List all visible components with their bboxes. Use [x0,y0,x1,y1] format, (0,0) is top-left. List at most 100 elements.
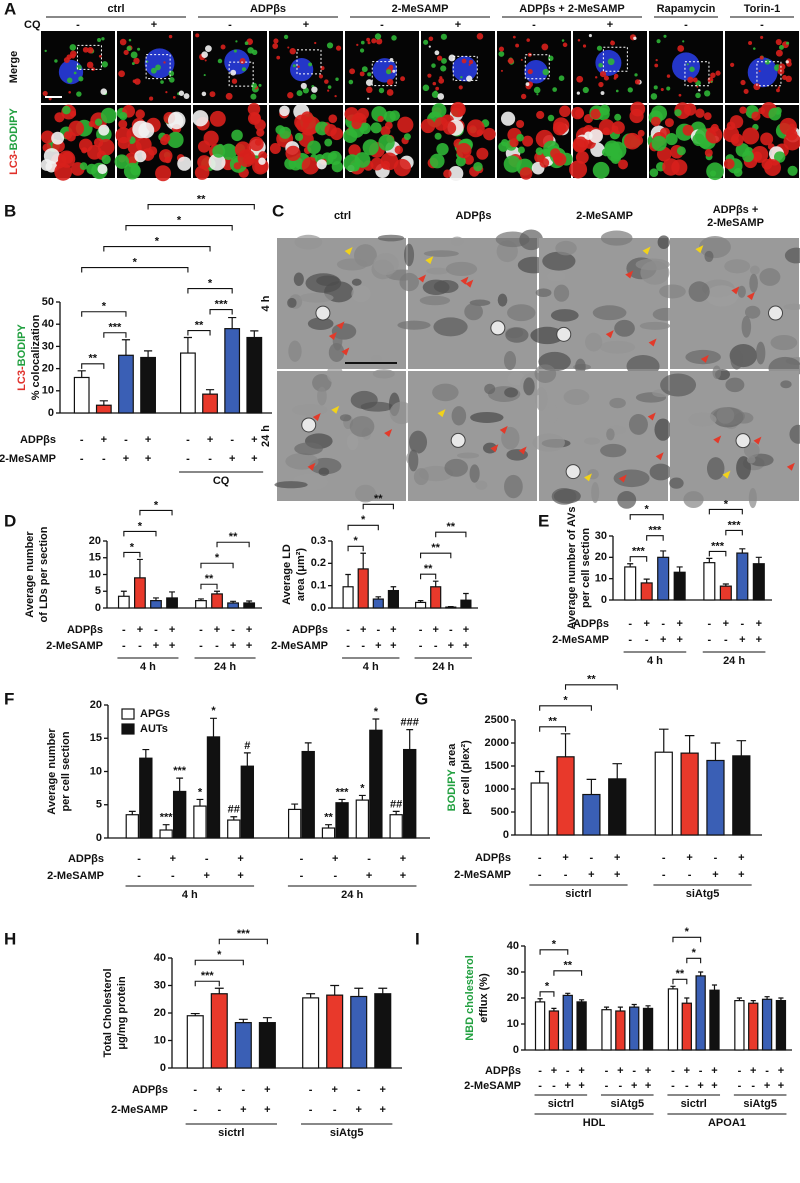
texture [349,415,375,437]
error-bar [306,993,316,998]
bar [287,808,302,839]
signal [149,96,154,101]
signal [561,39,565,42]
lipid-droplet [735,433,751,449]
bar [642,1007,654,1051]
condition-mark: + [137,624,143,636]
error-bar [551,1007,557,1011]
texture [377,234,405,242]
signal [582,44,587,48]
inset-box [756,61,782,87]
signal [633,36,637,40]
bar [615,1010,626,1051]
signal [366,37,371,42]
texture [704,250,714,263]
signal [45,160,58,173]
y-tick-label: 0.3 [311,535,326,547]
signal [388,64,394,70]
signal [197,140,211,153]
column-header: 2-MeSAMP [392,3,449,15]
row-label-part: Merge [8,51,20,83]
group-label: sictrl [565,888,591,900]
signal [349,68,356,75]
significance-label: * [208,277,213,289]
signal [279,105,290,117]
signal [600,91,605,95]
texture [748,398,783,405]
condition-mark: - [186,453,190,465]
signal [598,119,615,136]
texture [433,317,468,337]
signal [519,167,533,180]
condition-mark: - [137,870,141,882]
condition-mark: - [449,624,453,636]
signal [698,89,701,92]
significance-bracket [672,936,702,943]
signal [434,132,442,140]
signal [751,145,769,163]
bar [355,799,370,839]
texture [287,297,297,308]
error-bar [354,987,364,997]
signal [653,85,658,90]
texture [294,234,323,250]
signal [431,103,447,118]
signal [178,90,185,96]
texture [685,349,721,365]
error-bar [230,816,238,821]
signal [57,150,76,168]
signal [569,160,588,179]
signal [97,138,115,156]
error-bar [214,987,224,994]
condition-mark: + [723,618,729,630]
signal [787,165,798,176]
signal [163,61,166,64]
condition-mark: - [193,1104,197,1116]
arrowhead [384,429,393,438]
texture [469,464,480,483]
arrowhead [312,412,321,421]
signal [553,152,567,166]
condition-mark: + [432,624,438,636]
signal [98,124,110,136]
significance-label: ** [447,521,456,533]
inset-box [228,61,254,87]
signal [397,116,414,133]
texture [432,383,459,402]
y-tick-label: 10 [154,1034,166,1046]
signal [637,129,645,137]
bar [654,751,673,836]
bar [95,404,112,414]
texture [426,267,450,275]
signal [251,82,257,89]
significance-bracket [194,980,220,987]
bar [548,1010,560,1051]
significance-label: ### [401,717,419,729]
inset-box [145,54,171,80]
signal [403,133,411,141]
condition-label: ADPβs [68,853,104,865]
bar [246,336,263,414]
y-axis-label: Total Cholesterol [102,968,114,1057]
signal [44,49,47,53]
signal [785,60,789,64]
error-bar [736,740,747,756]
texture [654,418,672,441]
condition-mark: + [756,634,762,646]
texture [688,281,710,302]
texture [755,341,766,365]
condition-mark: + [463,624,469,636]
condition-mark: + [123,453,129,465]
significance-label: *** [632,546,646,558]
bar [302,997,320,1069]
error-bar [243,752,251,767]
arrowhead [655,452,664,461]
y-axis-label-part: per cell section [580,528,592,608]
bar [350,995,368,1069]
signal [599,71,607,78]
signal [150,67,157,74]
y-axis-label-part: % colocalization [30,314,42,400]
condition-mark: - [309,1104,313,1116]
signal [300,82,307,89]
